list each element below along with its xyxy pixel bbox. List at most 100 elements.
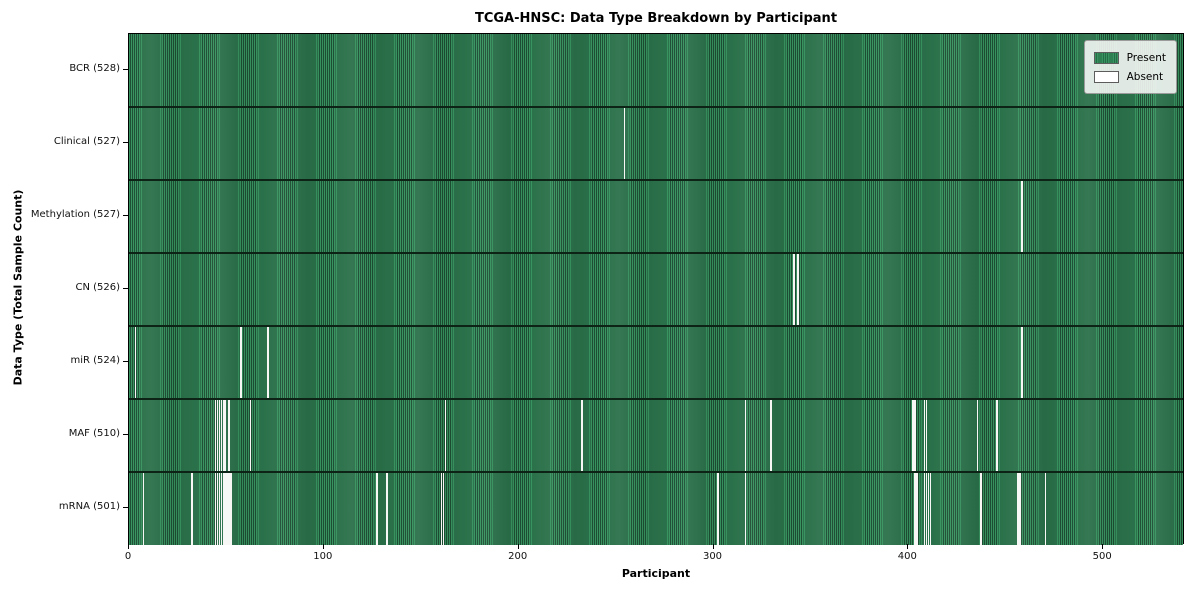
absent-stripe [224,399,226,472]
absent-stripe [230,472,232,545]
x-axis-label: Participant [621,567,691,580]
absent-stripe [142,472,145,545]
heatmap-row-clinical [129,107,1183,180]
absent-stripe [793,253,795,326]
absent-stripe [996,399,998,472]
y-tick-label: Clinical (527) [53,136,120,147]
absent-stripe [581,399,583,472]
y-tick-mark [122,141,128,144]
absent-stripe [216,399,219,472]
x-tick-label: 100 [313,551,333,562]
legend-label-present: Present [1126,51,1166,64]
x-tick-mark [1102,544,1104,549]
x-tick-mark [128,544,130,549]
absent-stripe [927,472,930,545]
absent-stripe [770,399,772,472]
heatmap-row-methylation [129,180,1183,253]
absent-stripe [444,399,447,472]
absent-stripe [442,472,445,545]
row-separator [129,252,1183,254]
absent-stripe [386,472,388,545]
row-separator [129,179,1183,181]
heatmap-row-mrna [129,472,1183,545]
absent-stripe [1044,472,1047,545]
x-tick-label: 200 [508,551,528,562]
x-tick-mark [322,544,324,549]
y-tick-label: MAF (510) [68,428,120,439]
absent-stripe [797,253,799,326]
x-tick-mark [907,544,909,549]
absent-stripe [929,472,932,545]
absent-stripe [980,472,982,545]
absent-stripe [134,326,137,399]
heatmap-row-maf [129,399,1183,472]
absent-stripe [1017,472,1019,545]
absent-stripe [228,472,230,545]
heatmap-rows [129,34,1183,545]
x-tick-label: 300 [702,551,723,562]
absent-stripe [228,399,230,472]
absent-stripe [267,326,269,399]
absent-stripe [218,472,221,545]
absent-stripe [224,472,226,545]
y-tick-mark [122,287,128,290]
absent-stripe [923,472,926,545]
y-tick-label: miR (524) [70,355,120,366]
absent-stripe [216,472,219,545]
absent-stripe [376,472,378,545]
absent-stripe [912,399,914,472]
absent-stripe [218,399,221,472]
row-separator [129,325,1183,327]
y-tick-label: CN (526) [75,282,120,293]
absent-stripe [976,399,979,472]
absent-stripe [1019,472,1021,545]
absent-stripe [1021,180,1023,253]
heatmap-row-mir [129,326,1183,399]
absent-stripe [440,472,443,545]
heatmap-row-cn [129,253,1183,326]
legend-label-absent: Absent [1126,70,1164,83]
absent-stripe [222,472,225,545]
legend-swatch-present-icon [1093,51,1119,64]
y-tick-mark [122,214,128,217]
plot-area: Present Absent [128,33,1184,545]
absent-stripe [220,399,223,472]
absent-stripe [1021,326,1023,399]
y-tick-mark [122,433,128,436]
absent-stripe [214,472,217,545]
absent-stripe [240,326,242,399]
x-tick-label: 400 [897,551,917,562]
row-separator [129,471,1183,473]
absent-stripe [717,472,719,545]
absent-stripe [226,472,228,545]
absent-stripe [220,472,223,545]
absent-stripe [914,472,916,545]
absent-stripe [623,107,626,180]
y-tick-mark [122,506,128,509]
absent-stripe [214,399,217,472]
absent-stripe [925,472,928,545]
absent-stripe [744,472,747,545]
absent-stripe [925,399,928,472]
absent-stripe [923,399,926,472]
legend-item-absent: Absent [1093,67,1166,86]
legend-swatch-absent-icon [1093,70,1119,83]
y-tick-mark [122,68,128,71]
x-tick-label: 500 [1092,551,1112,562]
absent-stripe [916,472,918,545]
y-tick-mark [122,360,128,363]
absent-stripe [914,399,916,472]
legend-item-present: Present [1093,48,1166,67]
row-separator [129,106,1183,108]
absent-stripe [249,399,252,472]
absent-stripe [222,399,225,472]
x-tick-mark [712,544,714,549]
legend: Present Absent [1083,40,1177,94]
row-separator [129,398,1183,400]
y-tick-label: mRNA (501) [58,501,120,512]
absent-stripe [191,472,193,545]
y-tick-label: BCR (528) [69,63,120,74]
x-tick-mark [517,544,519,549]
absent-stripe [744,399,747,472]
